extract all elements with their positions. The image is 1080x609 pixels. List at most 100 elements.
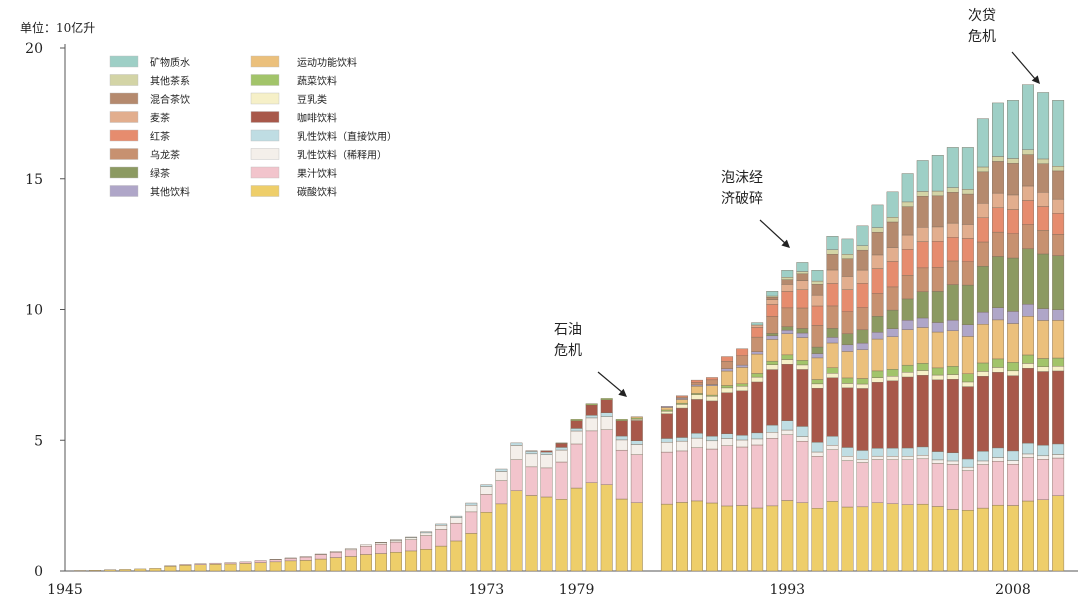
bar-segment-milk_dilute [630, 444, 643, 455]
bar-segment-black [721, 356, 734, 362]
bar-segment-milk_direct [841, 447, 854, 457]
bar-segment-juice [555, 461, 568, 500]
bar-segment-milk_dilute [269, 559, 282, 560]
bar-segment-soy [901, 372, 914, 378]
bar-segment-other_tea [1037, 158, 1050, 164]
bar-segment-milk_dilute [660, 441, 673, 453]
bar-segment-carbonated [841, 506, 854, 572]
bar-segment-milk_dilute [344, 548, 357, 551]
bar-1989 [721, 356, 734, 572]
bar-segment-barley [961, 224, 974, 239]
bar-segment-sports [916, 327, 929, 364]
bar-segment-veg [856, 378, 869, 385]
bar-segment-mineral [916, 160, 929, 192]
bar-segment-juice [1022, 457, 1034, 502]
bar-segment-other [976, 311, 989, 325]
bar-1954 [194, 563, 207, 572]
bar-segment-milk_direct [916, 446, 929, 456]
bar-segment-green [1022, 248, 1034, 305]
bar-segment-sports [826, 342, 839, 368]
bar-segment-carbonated [540, 496, 553, 572]
bar-segment-coffee [1037, 371, 1050, 446]
bar-segment-milk_direct [766, 424, 779, 433]
bar-segment-other [841, 344, 854, 352]
bar-segment-carbonated [510, 490, 523, 572]
bar-segment-milk_dilute [736, 439, 749, 448]
bar-segment-sports [1022, 316, 1034, 356]
bar-segment-blend [1007, 163, 1019, 196]
bar-segment-milk_direct [961, 458, 974, 468]
bar-segment-milk_direct [495, 468, 508, 472]
bar-1962 [314, 553, 327, 572]
bar-segment-oolong [871, 293, 884, 317]
bar-segment-milk_dilute [871, 455, 884, 460]
bar-segment-veg [1007, 362, 1019, 372]
bar-segment-juice [254, 560, 267, 563]
bar-1961 [299, 556, 312, 572]
bar-segment-soy [1037, 366, 1050, 372]
bar-segment-milk_dilute [721, 438, 734, 446]
bar-2001 [901, 173, 914, 572]
bar-segment-milk_direct [811, 442, 824, 453]
bar-segment-blend [796, 273, 809, 281]
bar-segment-juice [992, 461, 1004, 506]
bar-segment-barley [992, 192, 1004, 208]
bar-segment-other [811, 353, 824, 359]
bar-segment-sports [886, 336, 899, 370]
bar-segment-other [1052, 309, 1065, 321]
bar-segment-milk_dilute [781, 429, 794, 435]
bar-1952 [164, 565, 177, 572]
legend-label-other_tea: 其他茶系 [150, 75, 190, 88]
bar-segment-mineral [781, 270, 794, 278]
bar-segment-juice [721, 445, 734, 507]
legend-swatch-blend [109, 92, 139, 105]
bar-segment-milk_direct [1022, 442, 1034, 455]
bar-segment-juice [420, 535, 433, 550]
bar-segment-coffee [1052, 370, 1065, 445]
bar-segment-mineral [1007, 100, 1019, 159]
bar-segment-oolong [992, 231, 1004, 257]
bar-segment-juice [871, 459, 884, 503]
bar-segment-carbonated [495, 503, 508, 572]
bar-segment-oolong [1022, 224, 1034, 249]
bar-1982 [615, 419, 628, 572]
bar-segment-sports [811, 357, 824, 380]
bar-segment-barley [826, 269, 839, 284]
bar-segment-milk_dilute [766, 432, 779, 439]
bar-segment-soy [660, 411, 673, 414]
bar-segment-other [796, 332, 809, 338]
bar-segment-juice [224, 562, 237, 565]
bar-segment-veg [811, 379, 824, 385]
bar-segment-other_tea [841, 254, 854, 259]
bar-segment-blend [961, 193, 974, 225]
bar-segment-veg [901, 364, 914, 373]
bar-1985 [660, 406, 673, 572]
bar-segment-barley [946, 222, 959, 238]
bar-segment-blend [811, 284, 824, 296]
bar-segment-black [1022, 200, 1034, 225]
bar-segment-veg [600, 398, 613, 400]
bar-segment-black [706, 377, 718, 381]
bar-segment-blend [826, 254, 839, 271]
bar-segment-other [660, 406, 673, 408]
bar-segment-juice [931, 463, 944, 507]
bar-1980 [585, 403, 598, 572]
bar-1955 [209, 562, 222, 572]
bar-2005 [961, 147, 974, 572]
bar-segment-coffee [660, 413, 673, 439]
legend-label-juice: 果汁饮料 [297, 167, 337, 180]
bar-segment-carbonated [480, 512, 493, 572]
bar-segment-milk_dilute [450, 517, 463, 524]
bar-1947 [89, 570, 102, 572]
annotation-text: 危机 [968, 29, 996, 45]
legend-label-other: 其他饮料 [150, 186, 190, 199]
bar-segment-veg [916, 363, 929, 371]
legend-swatch-carbonated [250, 185, 280, 197]
bar-segment-black [826, 283, 839, 307]
bar-segment-blend [1052, 170, 1065, 200]
bar-segment-milk_dilute [1007, 460, 1019, 465]
bar-segment-soy [706, 396, 718, 402]
bar-segment-sports [630, 416, 643, 419]
